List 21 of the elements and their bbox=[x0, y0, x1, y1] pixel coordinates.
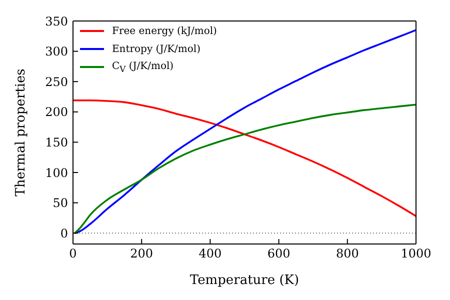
legend-label: Entropy (J/K/mol) bbox=[112, 44, 201, 54]
x-tick-label: 200 bbox=[130, 246, 154, 261]
y-tick-label: 350 bbox=[45, 14, 68, 28]
y-tick-label: 100 bbox=[45, 166, 68, 180]
y-tick-label: 0 bbox=[60, 226, 68, 240]
x-tick-label: 600 bbox=[267, 246, 290, 261]
line-series bbox=[73, 99, 416, 218]
legend-label: Free energy (kJ/mol) bbox=[112, 26, 217, 36]
legend-label: C$_{V}$ (J/K/mol) bbox=[112, 60, 174, 74]
y-tick-label: 300 bbox=[45, 44, 68, 59]
y-tick-label: 50 bbox=[52, 196, 68, 210]
y-tick-label: 250 bbox=[45, 74, 68, 89]
y-tick-label: 150 bbox=[45, 135, 68, 150]
y-axis-title: Thermal properties bbox=[14, 68, 29, 196]
x-tick-label: 400 bbox=[198, 246, 222, 261]
y-tick-label: 200 bbox=[45, 105, 68, 120]
line-series bbox=[74, 104, 416, 234]
x-tick-label: 800 bbox=[336, 246, 359, 261]
x-tick-label: 0 bbox=[69, 246, 77, 261]
x-tick-label: 1000 bbox=[400, 246, 432, 261]
x-axis-title: Temperature (K) bbox=[190, 273, 300, 288]
